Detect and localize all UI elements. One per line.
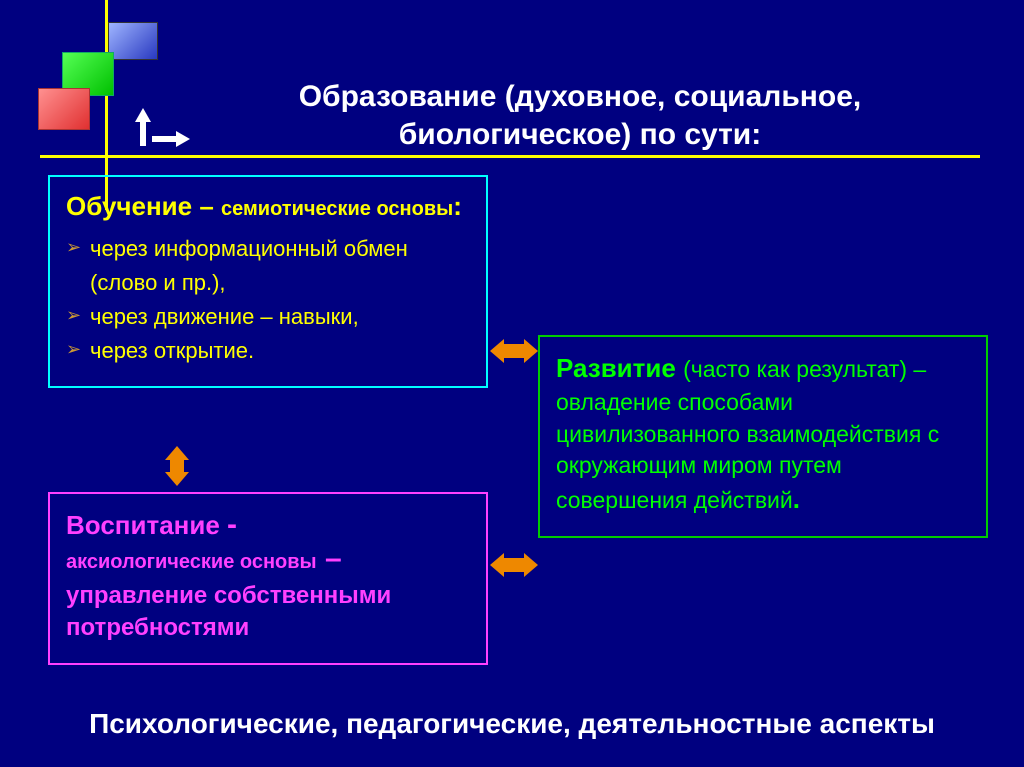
footer-text: Психологические, педагогические, деятель… [0, 706, 1024, 742]
arrow-learning-development-icon [490, 336, 538, 366]
decor-square-blue [108, 22, 158, 60]
upbringing-dash: - [227, 508, 237, 541]
learning-heading: Обучение – семиотические основы: [66, 191, 470, 222]
axis-horizontal [40, 155, 980, 158]
upbringing-title: Воспитание [66, 510, 227, 540]
upbringing-line2: аксиологические основы – [66, 542, 470, 576]
learning-item: через движение – навыки, [66, 300, 470, 334]
learning-heading-main: Обучение – [66, 191, 221, 221]
arrow-upbringing-development-icon [490, 550, 538, 580]
development-heading: Развитие [556, 353, 683, 383]
learning-list: через информационный обмен (слово и пр.)… [66, 232, 470, 368]
arrow-learning-upbringing-icon [162, 446, 192, 486]
box-learning: Обучение – семиотические основы: через и… [48, 175, 488, 388]
box-upbringing: Воспитание - аксиологические основы – уп… [48, 492, 488, 665]
axis-arrow-right-icon [152, 136, 176, 142]
box-development: Развитие (часто как результат) – овладен… [538, 335, 988, 538]
upbringing-dash2: – [317, 542, 342, 575]
learning-item: через открытие. [66, 334, 470, 368]
decor-square-red [38, 88, 90, 130]
learning-heading-punct: : [453, 191, 462, 221]
upbringing-line1: Воспитание - [66, 508, 470, 542]
learning-heading-sub: семиотические основы [221, 198, 453, 220]
slide-title: Образование (духовное, социальное, биоло… [190, 78, 970, 153]
upbringing-body: управление собственными потребностями [66, 580, 470, 645]
learning-item: через информационный обмен (слово и пр.)… [66, 232, 470, 300]
development-punct: . [793, 484, 800, 514]
development-text: Развитие (часто как результат) – овладен… [556, 351, 970, 518]
axis-arrow-up-icon [135, 108, 151, 122]
upbringing-sub: аксиологические основы [66, 551, 317, 573]
